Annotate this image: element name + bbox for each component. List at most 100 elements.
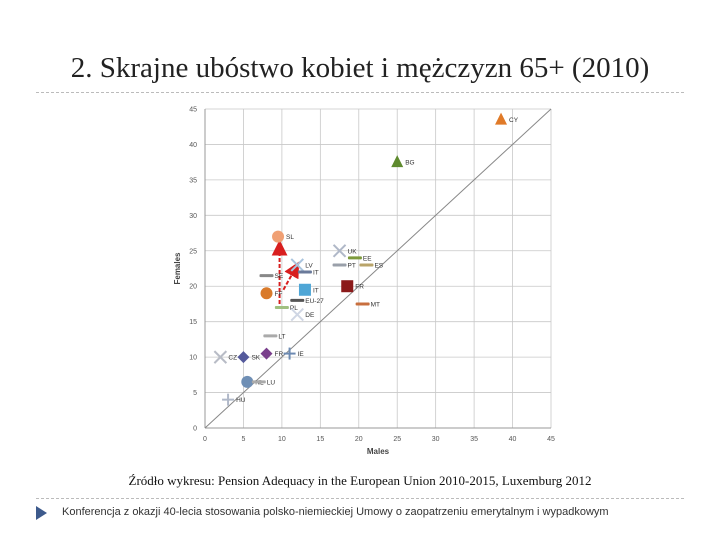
y-tick-label: 10 [189, 355, 197, 362]
point-marker [332, 244, 347, 258]
y-tick-label: 20 [189, 284, 197, 291]
point-marker [290, 258, 304, 272]
point-label: IT [313, 287, 319, 294]
point-marker [347, 256, 362, 260]
point-label: PL [290, 305, 298, 312]
point-marker [495, 112, 508, 125]
point-marker [237, 351, 250, 364]
data-point: SE [259, 273, 284, 280]
y-tick-label: 0 [193, 426, 197, 433]
data-point: PL [274, 305, 298, 312]
data-point: LU [251, 379, 276, 386]
data-point: CZ [213, 350, 237, 364]
data-point: IT [297, 270, 319, 277]
point-label: SL [286, 234, 294, 241]
point-label: ES [374, 262, 383, 269]
point-label: SE [275, 273, 284, 280]
point-label: FR [275, 351, 284, 358]
data-point: CY [495, 112, 519, 125]
point-label: DE [305, 312, 315, 319]
x-tick-label: 30 [432, 436, 440, 443]
point-label: LU [267, 379, 276, 386]
data-point: FR [341, 280, 364, 293]
y-axis-label: Females [173, 252, 182, 285]
data-point: MT [355, 301, 380, 308]
point-marker [359, 263, 374, 267]
point-marker [290, 307, 304, 322]
point-layer: CYBGSLUKEEESPTLVITSEFRITEU-27FFMTPLDELTF… [213, 112, 519, 406]
x-tick-label: 15 [316, 436, 324, 443]
point-marker [297, 270, 312, 274]
point-marker [391, 155, 404, 168]
y-tick-label: 30 [189, 213, 197, 220]
x-tick-label: 5 [241, 436, 245, 443]
point-marker [355, 302, 370, 306]
point-label: EE [363, 255, 372, 262]
x-tick-label: 45 [547, 436, 555, 443]
chart-source-caption: Źródło wykresu: Pension Adequacy in the … [128, 473, 592, 488]
point-marker [260, 287, 273, 300]
point-label: HU [236, 397, 246, 404]
point-marker [259, 274, 274, 278]
data-point: EE [347, 255, 372, 262]
point-marker [290, 298, 305, 302]
x-axis-label: Males [367, 447, 390, 456]
y-tick-label: 25 [189, 248, 197, 255]
y-tick-label: 5 [193, 390, 197, 397]
data-point: PT [332, 262, 356, 269]
data-point: LV [290, 258, 313, 272]
data-point: ES [359, 262, 384, 269]
y-tick-label: 45 [189, 107, 197, 114]
data-point: SL [272, 230, 294, 243]
point-marker [263, 334, 278, 338]
data-point: LT [263, 333, 285, 340]
x-tick-label: 40 [509, 436, 517, 443]
point-label: IE [298, 351, 305, 358]
data-point: EU-27 [290, 298, 324, 305]
point-marker [332, 263, 347, 267]
point-label: BG [405, 160, 414, 167]
point-label: FR [355, 284, 364, 291]
diagonal-reference-line [204, 108, 552, 429]
triangle-bullet-icon [36, 506, 47, 520]
point-marker [341, 280, 354, 293]
x-tick-label: 35 [470, 436, 478, 443]
data-point: FF [260, 287, 282, 300]
point-label: PT [348, 262, 356, 269]
data-point: IE [283, 347, 305, 360]
chart-container: 0 5 10 15 20 25 30 35 40 45 0 5 10 15 20 25 30 35 40 45 CY B… [168, 95, 560, 460]
data-point: BG [391, 155, 415, 168]
y-tick-label: 40 [189, 142, 197, 149]
axis-layer: 0 5 10 15 20 25 30 35 40 45 0 5 10 15 20 25 30 35 40 45 [189, 107, 555, 444]
data-point: UK [332, 244, 358, 258]
point-label: CY [509, 117, 519, 124]
data-point: HU [222, 393, 246, 406]
point-marker [272, 230, 285, 243]
point-label: LT [278, 333, 285, 340]
point-label: UK [348, 248, 358, 255]
data-point: DE [290, 307, 315, 322]
x-tick-label: 20 [355, 436, 363, 443]
point-label: EU-27 [305, 298, 324, 305]
y-tick-label: 15 [189, 319, 197, 326]
data-point: FR [260, 347, 284, 360]
point-marker [241, 375, 254, 388]
x-tick-label: 0 [203, 436, 207, 443]
title-divider [36, 92, 684, 93]
footer-divider [36, 498, 684, 499]
point-marker [298, 283, 311, 296]
scatter-chart: 0 5 10 15 20 25 30 35 40 45 0 5 10 15 20 25 30 35 40 45 CY B… [173, 107, 555, 457]
point-label: SK [251, 355, 260, 362]
point-label: CZ [228, 355, 237, 362]
point-label: IT [313, 270, 319, 277]
point-marker [213, 350, 228, 364]
point-marker [274, 305, 289, 309]
data-point: SK [237, 351, 261, 364]
point-marker [260, 347, 273, 360]
data-point: IT [298, 283, 319, 296]
point-label: MT [371, 301, 380, 308]
arrow-layer [271, 239, 300, 304]
point-label: LV [305, 262, 313, 269]
y-tick-label: 35 [189, 177, 197, 184]
point-marker [251, 380, 266, 384]
